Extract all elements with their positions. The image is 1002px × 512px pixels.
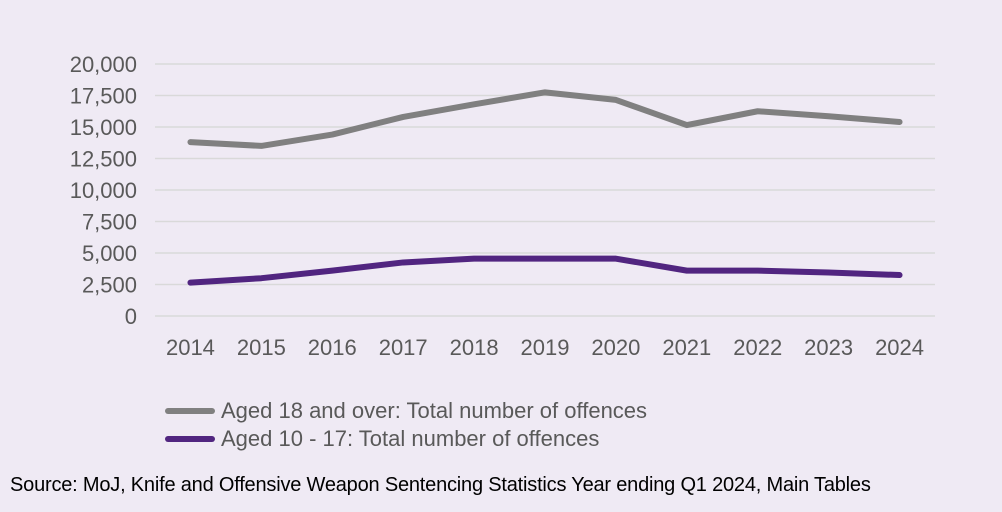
y-tick-label: 12,500 [70,147,137,172]
legend-label-youths: Aged 10 - 17: Total number of offences [221,426,600,451]
y-tick-label: 20,000 [70,52,137,77]
series-line-adults [187,89,903,149]
y-tick-label: 5,000 [82,241,137,266]
x-tick-label: 2024 [875,335,924,360]
x-tick-label: 2016 [308,335,357,360]
series-line-youths [187,255,903,286]
legend-item-youths: Aged 10 - 17: Total number of offences [165,426,599,452]
y-tick-label: 17,500 [70,84,137,109]
source-note: Source: MoJ, Knife and Offensive Weapon … [10,474,871,496]
legend-swatch-adults [165,408,215,414]
legend-swatch-youths [165,436,215,442]
y-tick-label: 10,000 [70,178,137,203]
legend-label-adults: Aged 18 and over: Total number of offenc… [221,398,648,423]
y-tick-label: 15,000 [70,115,137,140]
x-tick-label: 2017 [379,335,428,360]
y-tick-label: 7,500 [82,210,137,235]
x-tick-label: 2019 [521,335,570,360]
legend-item-adults: Aged 18 and over: Total number of offenc… [165,398,647,424]
x-tick-label: 2018 [450,335,499,360]
x-tick-label: 2014 [166,335,215,360]
x-tick-label: 2022 [733,335,782,360]
x-tick-label: 2020 [591,335,640,360]
x-tick-label: 2021 [662,335,711,360]
line-chart: 0 2,500 5,000 7,500 10,000 12,500 15,000 17,500… [70,52,935,360]
y-tick-label: 0 [125,304,137,329]
x-tick-label: 2015 [237,335,286,360]
y-tick-label: 2,500 [82,273,137,298]
x-tick-label: 2023 [804,335,853,360]
